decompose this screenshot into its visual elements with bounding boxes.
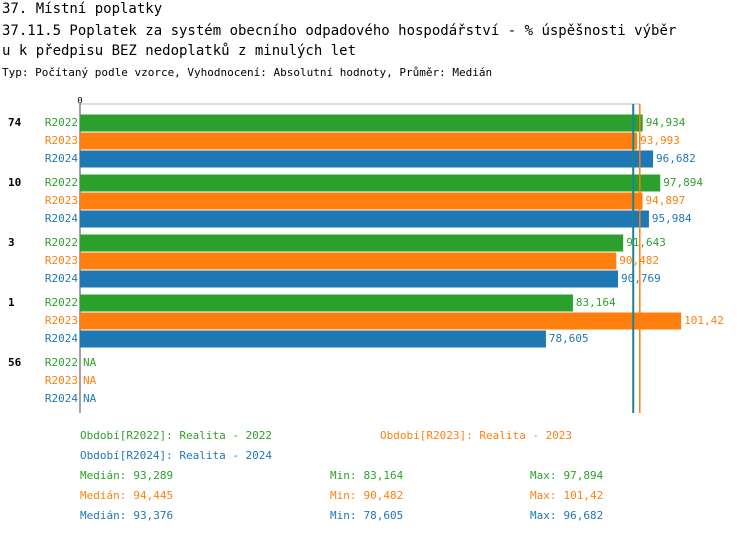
group-label: 10 [8,176,21,189]
stat-label: Min: [330,469,357,482]
stat-value: 78,605 [364,509,404,522]
value-label: 94,897 [645,194,685,207]
bar [80,132,638,150]
group-label: 3 [8,236,15,249]
series-label: R2023 [45,134,78,147]
stat-value: 97,894 [564,469,604,482]
stat: Medián: 93,376 [80,509,173,522]
stat: Min: 78,605 [330,509,403,522]
bar [80,252,617,270]
bar [80,210,649,228]
stat: Medián: 94,445 [80,489,173,502]
series-label: R2022 [45,236,78,249]
stat: Min: 83,164 [330,469,404,482]
bar [80,234,624,252]
series-label: R2024 [45,152,78,165]
series-label: R2022 [45,116,78,129]
stat: Max: 97,894 [530,469,604,482]
value-label: 97,894 [663,176,703,189]
value-label: 95,984 [652,212,692,225]
stat: Max: 96,682 [530,509,603,522]
chart-subtitle: u k předpisu BEZ nedoplatků z minulých l… [2,43,356,59]
legend-entry: Období[R2024]: Realita - 2024 [80,449,272,462]
stat-value: 90,482 [364,489,404,502]
series-label: R2023 [45,374,78,387]
series-label: R2024 [45,272,78,285]
bar [80,312,682,330]
stat-label: Medián: [80,469,126,482]
series-label: R2024 [45,212,78,225]
stat-label: Max: [530,469,557,482]
stat-label: Max: [530,489,557,502]
stat-label: Min: [330,509,357,522]
group-label: 1 [8,296,15,309]
value-label: NA [83,374,97,387]
value-label: 78,605 [549,332,589,345]
value-label: NA [83,392,97,405]
legend-entry: Období[R2022]: Realita - 2022 [80,429,272,442]
stat-label: Max: [530,509,557,522]
value-label: 83,164 [576,296,616,309]
series-label: R2023 [45,194,78,207]
stat-value: 83,164 [364,469,404,482]
stat-label: Medián: [80,489,126,502]
stat-label: Min: [330,489,357,502]
group-label: 56 [8,356,22,369]
stat-value: 93,289 [133,469,173,482]
series-label: R2022 [45,356,78,369]
bar [80,174,661,192]
bar [80,294,573,312]
stat: Medián: 93,289 [80,469,173,482]
series-label: R2023 [45,254,78,267]
bar [80,114,643,132]
stat-value: 96,682 [564,509,604,522]
value-label: 94,934 [646,116,686,129]
value-label: 93,993 [640,134,680,147]
x-tick-label: 0 [77,97,82,107]
stat-value: 101,42 [564,489,604,502]
value-label: 91,643 [626,236,666,249]
bar [80,270,619,288]
stat: Max: 101,42 [530,489,603,502]
value-label: 101,42 [684,314,724,327]
chart-note: Typ: Počítaný podle vzorce, Vyhodnocení:… [2,66,492,79]
series-label: R2022 [45,296,78,309]
stat: Min: 90,482 [330,489,403,502]
series-label: R2024 [45,392,78,405]
bar [80,192,643,210]
stat-value: 94,445 [133,489,173,502]
legend-entry: Období[R2023]: Realita - 2023 [380,429,572,442]
stat-value: 93,376 [133,509,173,522]
series-label: R2022 [45,176,78,189]
value-label: 90,769 [621,272,661,285]
series-label: R2024 [45,332,78,345]
bar [80,330,546,348]
chart-title: 37. Místní poplatky [2,1,162,17]
bar [80,150,654,168]
stat-label: Medián: [80,509,126,522]
value-label: NA [83,356,97,369]
value-label: 96,682 [656,152,696,165]
series-label: R2023 [45,314,78,327]
chart-subtitle: 37.11.5 Poplatek za systém obecního odpa… [2,23,676,39]
group-label: 74 [8,116,22,129]
